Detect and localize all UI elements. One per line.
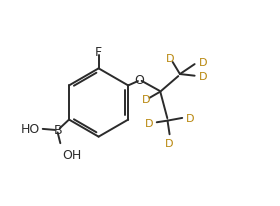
Text: D: D xyxy=(141,95,150,105)
Text: D: D xyxy=(166,54,174,64)
Text: HO: HO xyxy=(21,123,40,136)
Text: B: B xyxy=(53,124,62,137)
Text: F: F xyxy=(95,46,102,59)
Text: O: O xyxy=(135,74,144,87)
Text: D: D xyxy=(186,113,195,123)
Text: D: D xyxy=(144,118,153,128)
Text: OH: OH xyxy=(62,148,81,161)
Text: D: D xyxy=(165,139,174,149)
Text: D: D xyxy=(199,72,207,82)
Text: D: D xyxy=(199,58,207,68)
